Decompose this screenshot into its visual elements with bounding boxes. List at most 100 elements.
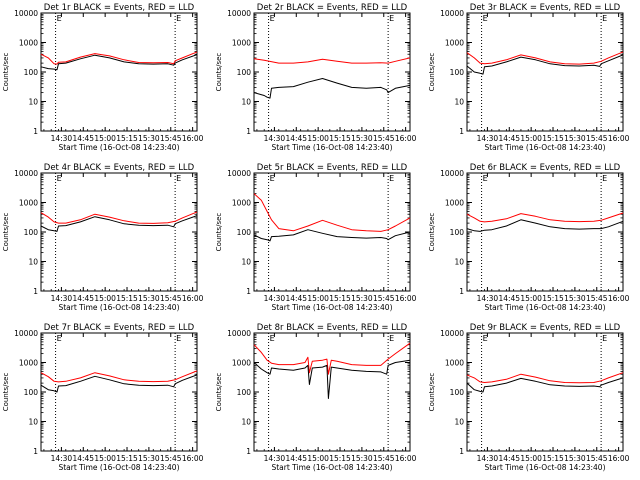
x-tick-label: 16:00 [608, 454, 630, 463]
x-tick-label: 15:15 [542, 294, 564, 303]
y-tick-label: 10000 [440, 169, 464, 178]
segment-marker: E [389, 14, 394, 23]
chart-title: Det 3r BLACK = Events, RED = LLD [470, 3, 621, 13]
segment-marker: E [176, 334, 181, 343]
x-tick-label: 15:45 [373, 454, 395, 463]
chart-title: Det 8r BLACK = Events, RED = LLD [257, 323, 408, 333]
y-tick-label: 10000 [14, 169, 38, 178]
segment-marker: E [483, 174, 488, 183]
chart-title: Det 9r BLACK = Events, RED = LLD [470, 323, 621, 333]
y-tick-label: 10000 [14, 9, 38, 18]
x-axis-label: Start Time (16-Oct-08 14:23:40) [58, 143, 179, 152]
y-axis-label: Counts/sec [2, 373, 10, 412]
detector-chart-6: Det 6r BLACK = Events, RED = LLD 1 10 100 10… [428, 163, 630, 312]
x-tick-label: 14:45 [285, 134, 307, 143]
y-tick-label: 100 [237, 68, 252, 77]
x-tick-label: 14:45 [285, 454, 307, 463]
x-tick-label: 15:30 [564, 134, 586, 143]
y-axis-label: Counts/sec [215, 213, 223, 252]
y-tick-label: 10 [241, 98, 251, 107]
chart-title: Det 1r BLACK = Events, RED = LLD [44, 3, 195, 13]
y-axis-label: Counts/sec [428, 53, 436, 92]
events-series-line [466, 377, 624, 393]
x-tick-label: 16:00 [608, 134, 630, 143]
y-tick-label: 100 [237, 388, 252, 397]
y-tick-label: 10 [241, 418, 251, 427]
y-tick-label: 100 [450, 68, 465, 77]
x-tick-label: 14:45 [498, 134, 520, 143]
x-tick-label: 14:45 [498, 454, 520, 463]
y-tick-label: 1 [33, 127, 38, 136]
x-tick-label: 14:30 [477, 454, 499, 463]
events-series-line [253, 359, 411, 399]
x-tick-label: 16:00 [182, 134, 204, 143]
lld-series-line [253, 342, 411, 375]
y-tick-label: 10000 [227, 329, 251, 338]
segment-marker: E [57, 174, 62, 183]
segment-marker: E [389, 334, 394, 343]
y-axis-label: Counts/sec [215, 373, 223, 412]
y-tick-label: 100 [237, 228, 252, 237]
y-axis-label: Counts/sec [428, 373, 436, 412]
x-tick-label: 15:15 [116, 134, 138, 143]
segment-marker: E [176, 14, 181, 23]
events-series-line [466, 54, 624, 75]
y-axis-label: Counts/sec [2, 213, 10, 252]
detector-chart-1: Det 1r BLACK = Events, RED = LLD 1 10 100 10… [2, 3, 204, 152]
x-tick-label: 15:45 [586, 134, 608, 143]
y-tick-label: 100 [24, 228, 39, 237]
detector-chart-9: Det 9r BLACK = Events, RED = LLD 1 10 100 10… [428, 323, 630, 472]
x-tick-label: 16:00 [395, 294, 417, 303]
segment-marker: E [57, 334, 62, 343]
segment-marker: E [602, 334, 607, 343]
segment-marker: E [483, 334, 488, 343]
chart-title: Det 2r BLACK = Events, RED = LLD [257, 3, 408, 13]
y-tick-label: 10000 [440, 329, 464, 338]
segment-marker: E [57, 14, 62, 23]
events-series-line [40, 54, 198, 71]
x-axis-label: Start Time (16-Oct-08 14:23:40) [58, 463, 179, 472]
segment-marker: E [270, 174, 275, 183]
x-tick-label: 15:00 [94, 294, 116, 303]
x-tick-label: 16:00 [395, 454, 417, 463]
events-series-line [40, 215, 198, 232]
y-tick-label: 1000 [232, 199, 251, 208]
y-axis-label: Counts/sec [215, 53, 223, 92]
y-tick-label: 10 [28, 258, 38, 267]
x-axis-label: Start Time (16-Oct-08 14:23:40) [271, 303, 392, 312]
x-tick-label: 16:00 [182, 294, 204, 303]
x-tick-label: 15:15 [542, 134, 564, 143]
x-tick-label: 15:15 [329, 454, 351, 463]
x-tick-label: 14:30 [477, 134, 499, 143]
y-tick-label: 10 [241, 258, 251, 267]
plot-frame [466, 172, 624, 292]
x-tick-label: 15:30 [138, 294, 160, 303]
y-tick-label: 1000 [19, 199, 38, 208]
x-tick-label: 14:45 [285, 294, 307, 303]
x-axis-label: Start Time (16-Oct-08 14:23:40) [58, 303, 179, 312]
x-axis-label: Start Time (16-Oct-08 14:23:40) [271, 143, 392, 152]
chart-title: Det 4r BLACK = Events, RED = LLD [44, 163, 195, 173]
y-tick-label: 10 [454, 418, 464, 427]
detector-chart-5: Det 5r BLACK = Events, RED = LLD 1 10 100 10… [215, 163, 417, 312]
x-tick-label: 14:30 [51, 134, 73, 143]
y-tick-label: 1 [246, 447, 251, 456]
y-tick-label: 100 [450, 388, 465, 397]
events-series-line [466, 219, 624, 232]
y-tick-label: 100 [24, 68, 39, 77]
x-tick-label: 15:15 [116, 294, 138, 303]
segment-marker: E [483, 14, 488, 23]
y-tick-label: 1000 [19, 359, 38, 368]
x-tick-label: 15:00 [307, 294, 329, 303]
chart-title: Det 7r BLACK = Events, RED = LLD [44, 323, 195, 333]
x-tick-label: 14:30 [51, 454, 73, 463]
x-tick-label: 15:15 [542, 454, 564, 463]
x-tick-label: 14:30 [264, 454, 286, 463]
x-tick-label: 15:00 [307, 134, 329, 143]
lld-series-line [40, 51, 198, 65]
x-tick-label: 16:00 [395, 134, 417, 143]
y-tick-label: 10 [454, 258, 464, 267]
y-tick-label: 1 [33, 447, 38, 456]
y-tick-label: 10 [454, 98, 464, 107]
